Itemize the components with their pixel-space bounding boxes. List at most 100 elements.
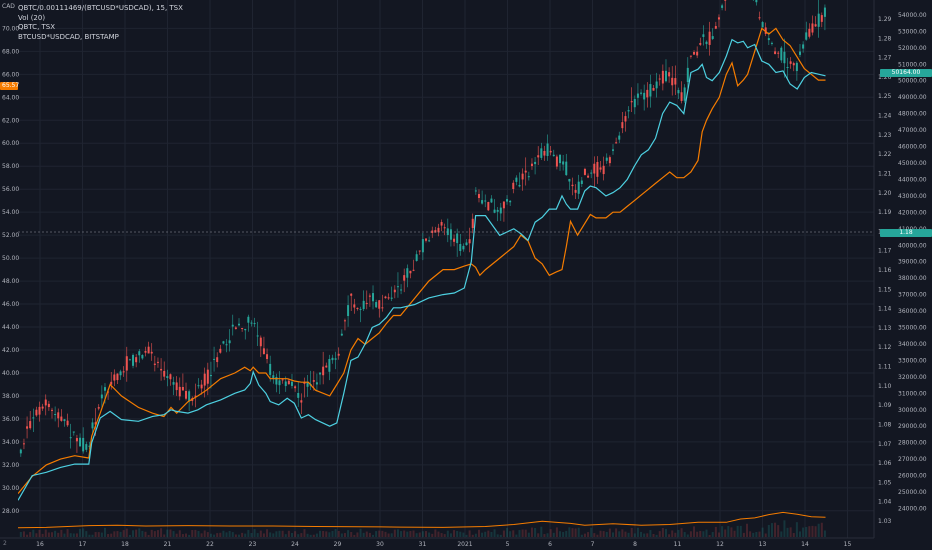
volume-bar [79,528,82,537]
volume-bar [178,530,181,537]
volume-bar [284,534,287,537]
candle-body [213,358,216,360]
candle-body [699,43,702,45]
volume-bar [343,533,346,537]
legend-qbtc[interactable]: QBTC, TSX [18,23,56,32]
volume-bar [225,532,228,537]
price-axis-tick-label: 53000.00 [898,28,927,35]
candle-body [51,409,53,411]
volume-bar [437,531,440,537]
candle-body [655,81,658,89]
volume-bar [683,532,686,537]
volume-bar [297,534,300,537]
volume-bar [462,532,465,537]
candle-body [325,365,328,368]
ratio-axis-tick-label: 1.28 [878,35,892,42]
volume-bar [699,530,702,537]
candle-body [390,297,393,299]
volume-bar [518,530,521,537]
left-axis-tick-label: 54.00 [2,209,19,216]
candle-body [44,399,47,406]
candle-body [708,31,711,45]
volume-bar [393,529,396,537]
volume-bar [755,531,758,537]
volume-bar [387,533,390,537]
candle-body [774,51,777,54]
legend-volume[interactable]: Vol (20) [18,13,46,22]
btc-price-tag: 50164.00 [880,69,932,77]
ratio-axis-tick-label: 1.29 [878,16,892,23]
volume-bar [88,534,91,537]
volume-bar [69,533,72,537]
volume-bar [347,530,350,537]
candle-body [680,92,683,101]
price-axis-tick-label: 25000.00 [898,489,927,496]
candle-body [811,23,814,33]
candle-body [22,443,25,445]
candle-body [780,47,783,61]
volume-bar [552,532,555,537]
volume-average-line [17,511,826,529]
candle-body [758,17,761,19]
candle-body [799,51,801,55]
candle-body [506,199,509,202]
legend-ratio-symbol[interactable]: QBTC/0.00111469/(BTCUSD*USDCAD), 15, TSX [18,4,183,12]
time-axis-tick-label: 16 [36,541,44,548]
candle-body [431,230,434,233]
volume-bar [356,532,359,537]
volume-bar [530,527,533,537]
candle-body [150,351,153,354]
candle-body [621,122,624,129]
ratio-axis-ticks: 1.03 1.04 1.05 1.06 1.07 1.08 1.09 1.10 1.11 1.12… [878,16,892,525]
candle-body [47,403,50,408]
candle-body [630,101,633,103]
price-axis-tick-label: 43000.00 [898,193,927,200]
volume-bar [169,529,172,537]
volume-bar [294,531,297,537]
left-axis-tick-label: 40.00 [2,370,19,377]
ratio-axis-tick-label: 1.03 [878,518,892,525]
candle-body [69,437,72,439]
legend-btc[interactable]: BTCUSD*USDCAD, BITSTAMP [18,32,119,41]
candle-body [820,15,823,22]
candle-body [721,5,724,8]
volume-bar [608,528,611,537]
volume-bar [378,530,381,537]
price-axis-tick-label: 44000.00 [898,176,927,183]
volume-bar [693,526,696,537]
volume-bar [22,531,25,537]
candle-body [315,382,318,385]
candle-body [615,142,618,144]
volume-bar [38,529,41,537]
candle-body [462,245,465,250]
candle-body [88,445,91,447]
volume-bar [60,529,63,537]
left-axis-panel [0,0,18,538]
volume-bar [290,532,293,537]
price-axis-tick-label: 37000.00 [898,292,927,299]
candle-body [378,300,381,309]
price-axis-tick-label: 32000.00 [898,374,927,381]
left-axis-tick-label: 60.00 [2,140,19,147]
candle-body [200,384,203,389]
volume-bar [674,532,677,537]
candle-body [85,444,88,450]
candle-body [384,296,387,299]
volume-bar [132,530,135,537]
volume-bar [228,530,231,537]
price-axis-tick-label: 39000.00 [898,259,927,266]
candle-body [599,167,602,170]
volume-bar [555,527,558,537]
candle-body [512,182,515,189]
price-axis-tick-label: 35000.00 [898,325,927,332]
volume-bar [172,531,175,537]
candle-body [465,242,468,246]
left-axis-tick-label: 42.00 [2,347,19,354]
volume-bar [711,532,714,537]
candle-body [802,44,805,49]
volume-bar [110,533,113,537]
volume-bar [512,530,515,537]
volume-bar [795,522,798,537]
candle-body [144,351,147,353]
